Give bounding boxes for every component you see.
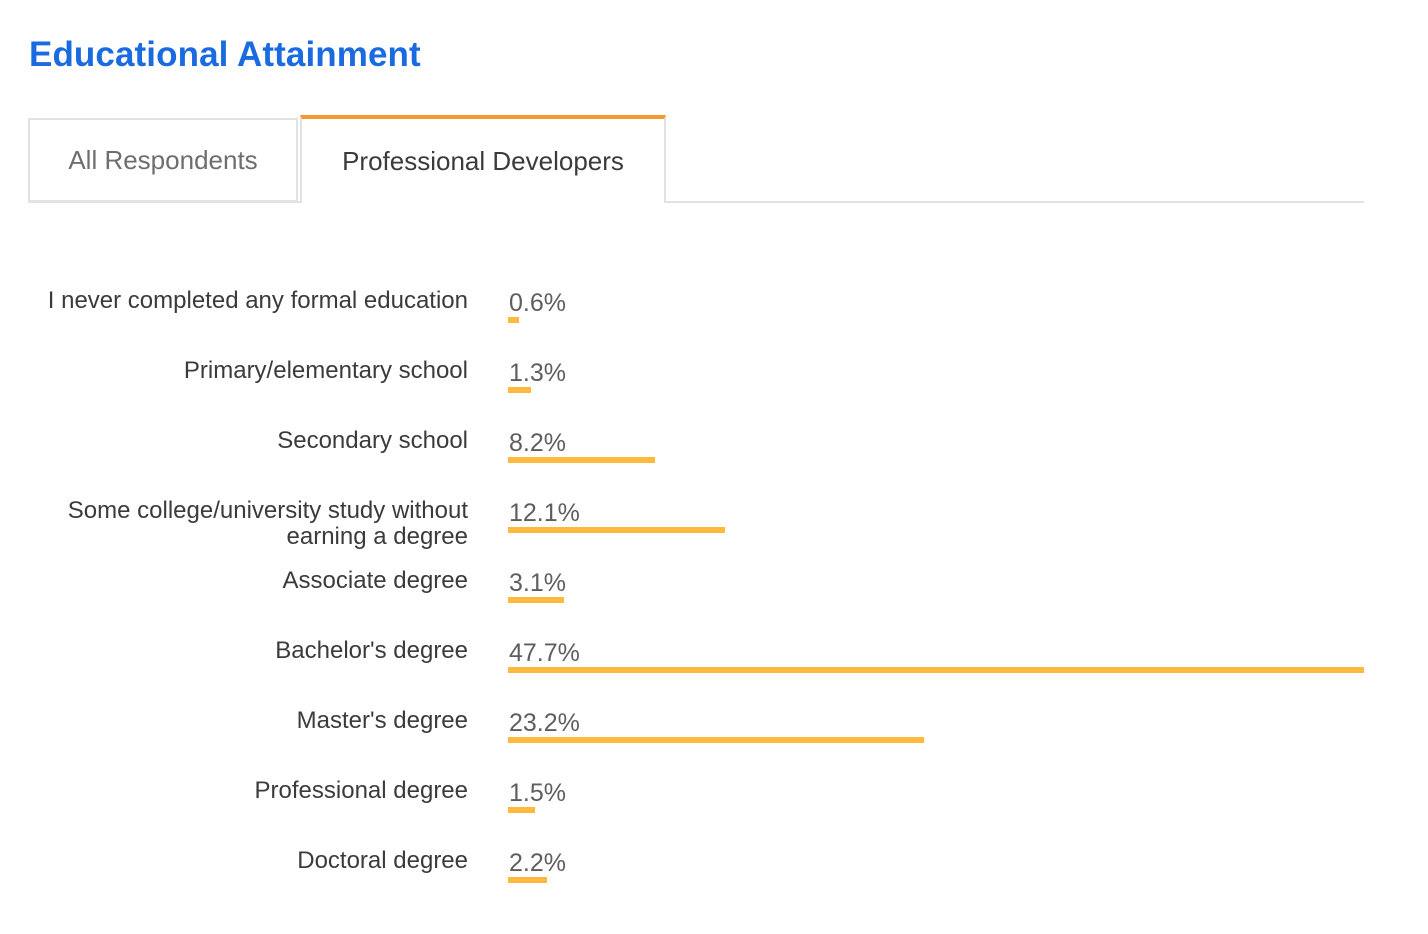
bar <box>508 807 535 813</box>
value-label: 23.2% <box>509 709 580 737</box>
category-label: Some college/university study without ea… <box>67 497 468 550</box>
chart-row: Professional degree 1.5% <box>0 778 1428 848</box>
category-label: Primary/elementary school <box>183 357 468 384</box>
value-label: 47.7% <box>509 639 580 667</box>
bar <box>508 317 519 323</box>
bar <box>508 667 1364 673</box>
chart-row: Secondary school 8.2% <box>0 428 1428 498</box>
bar <box>508 877 548 883</box>
value-label: 8.2% <box>509 429 566 457</box>
bar <box>508 387 532 393</box>
category-label: Master's degree <box>296 707 468 734</box>
bar <box>508 597 564 603</box>
category-label: Associate degree <box>282 567 468 594</box>
value-label: 3.1% <box>509 569 566 597</box>
tab-professional-developers[interactable]: Professional Developers <box>300 115 666 203</box>
value-label: 2.2% <box>509 849 566 877</box>
tab-bar: All Respondents Professional Developers <box>28 115 1364 203</box>
category-label: Secondary school <box>277 427 468 454</box>
value-label: 1.3% <box>509 359 566 387</box>
bar <box>508 457 656 463</box>
chart-row: I never completed any formal education 0.… <box>0 288 1428 358</box>
page-title: Educational Attainment <box>29 35 421 74</box>
category-label: Professional degree <box>254 777 468 804</box>
category-label: Bachelor's degree <box>275 637 468 664</box>
chart-row: Some college/university study without ea… <box>0 498 1428 568</box>
category-label: Doctoral degree <box>297 847 468 874</box>
chart-row: Primary/elementary school 1.3% <box>0 358 1428 428</box>
bar <box>508 737 925 743</box>
chart-row: Bachelor's degree 47.7% <box>0 638 1428 708</box>
chart-row: Associate degree 3.1% <box>0 568 1428 638</box>
tab-all-respondents[interactable]: All Respondents <box>28 118 298 202</box>
chart-row: Doctoral degree 2.2% <box>0 848 1428 918</box>
value-label: 0.6% <box>509 289 566 317</box>
value-label: 1.5% <box>509 779 566 807</box>
bar <box>508 527 726 533</box>
value-label: 12.1% <box>509 499 580 527</box>
chart-row: Master's degree 23.2% <box>0 708 1428 778</box>
category-label: I never completed any formal education <box>47 287 468 314</box>
